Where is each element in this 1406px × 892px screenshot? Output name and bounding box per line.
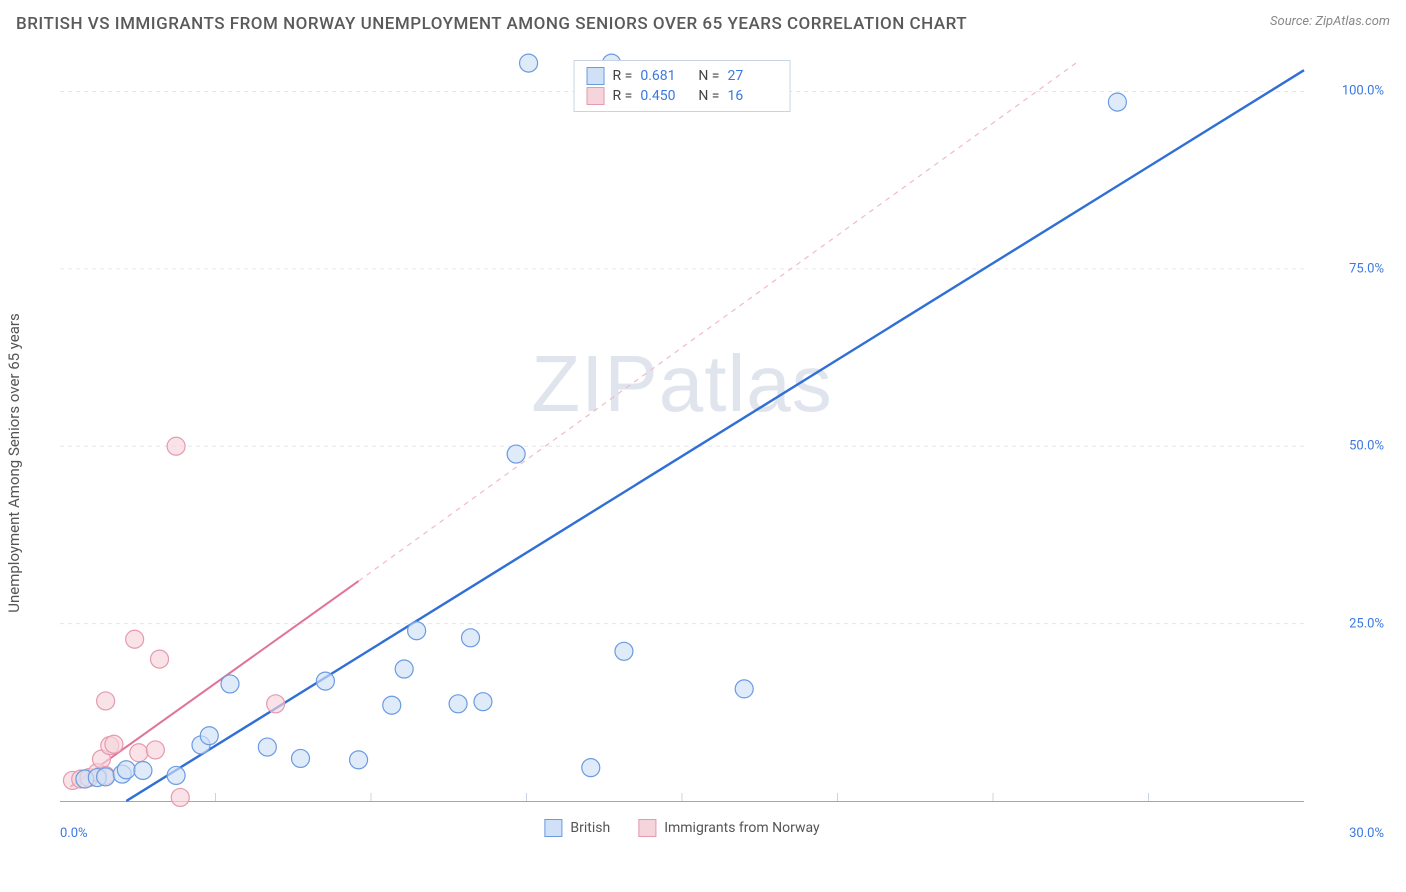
y-tick-label: 50.0% [1349, 439, 1384, 454]
legend-label-british: British [570, 820, 610, 836]
n-label: N = [698, 68, 719, 84]
r-label: R = [613, 68, 633, 84]
y-axis-label: Unemployment Among Seniors over 65 years [5, 313, 23, 612]
n-label: N = [698, 88, 719, 104]
legend-item-british: British [544, 819, 610, 837]
scatter-plot: ZIPatlas R = 0.681 N = 27 R = 0.450 N = … [60, 56, 1304, 802]
stats-row-british: R = 0.681 N = 27 [587, 67, 778, 85]
y-tick-label: 75.0% [1349, 261, 1384, 276]
swatch-norway [587, 87, 605, 105]
page-title: BRITISH VS IMMIGRANTS FROM NORWAY UNEMPL… [16, 14, 967, 34]
y-tick-label: 25.0% [1349, 616, 1384, 631]
swatch-norway [638, 819, 656, 837]
r-label: R = [613, 88, 633, 104]
x-max-label: 30.0% [1349, 826, 1384, 841]
stats-legend: R = 0.681 N = 27 R = 0.450 N = 16 [574, 60, 791, 112]
chart-container: Unemployment Among Seniors over 65 years… [48, 56, 1394, 852]
r-value-norway: 0.450 [640, 88, 690, 104]
x-min-label: 0.0% [60, 826, 88, 841]
swatch-british [544, 819, 562, 837]
n-value-norway: 16 [727, 88, 777, 104]
legend-item-norway: Immigrants from Norway [638, 819, 819, 837]
source-label: Source: ZipAtlas.com [1270, 14, 1390, 29]
legend-label-norway: Immigrants from Norway [664, 820, 819, 836]
n-value-british: 27 [727, 68, 777, 84]
series-legend: British Immigrants from Norway [544, 819, 819, 837]
plot-svg [60, 56, 1304, 801]
r-value-british: 0.681 [640, 68, 690, 84]
stats-row-norway: R = 0.450 N = 16 [587, 87, 778, 105]
swatch-british [587, 67, 605, 85]
y-tick-label: 100.0% [1342, 84, 1384, 99]
